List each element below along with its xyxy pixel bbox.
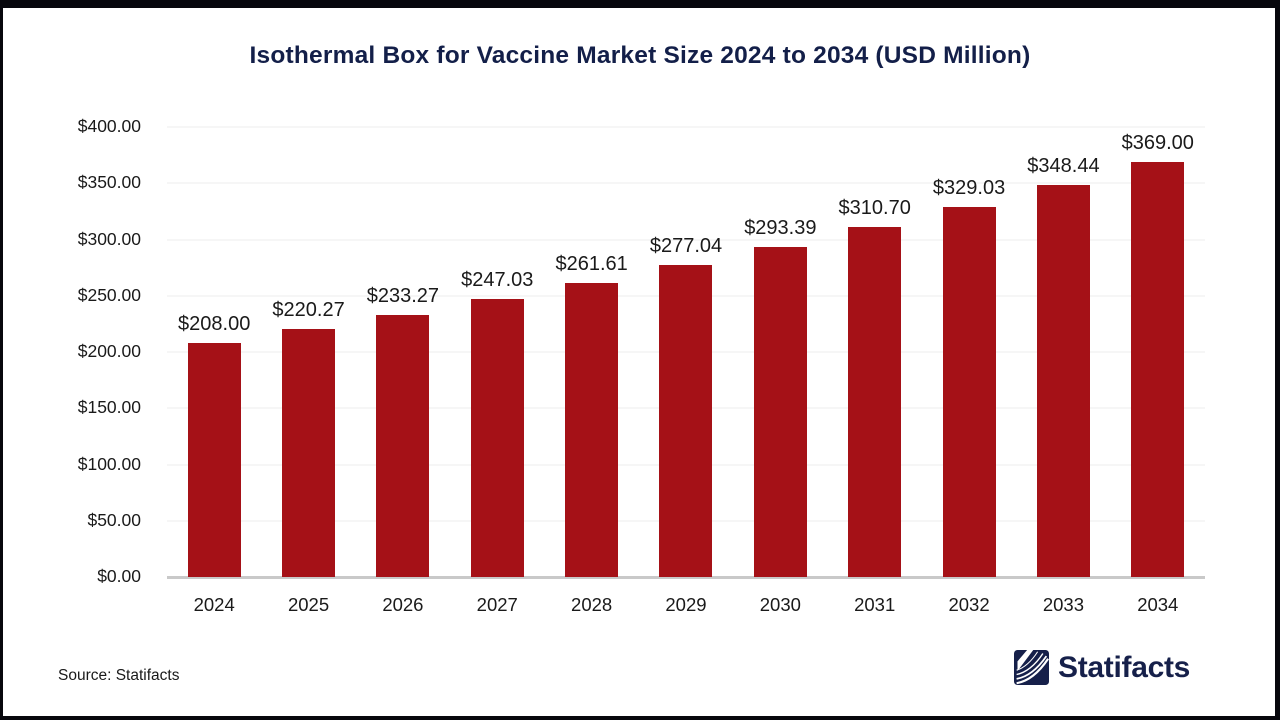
source-text: Source: Statifacts <box>58 667 180 684</box>
bar-slot-2030: $293.39 <box>733 127 827 577</box>
bar-value-label-2028: $261.61 <box>555 252 628 275</box>
bar-value-label-2032: $329.03 <box>932 176 1006 199</box>
bar-slot-2034: $369.00 <box>1111 127 1205 577</box>
x-tick-label-2027: 2027 <box>476 594 518 615</box>
x-tick-label-2025: 2025 <box>287 594 330 615</box>
y-tick-label: $400.00 <box>77 116 141 137</box>
bar-2028 <box>565 282 619 577</box>
bar-2029 <box>659 265 713 577</box>
bar-value-label-2029: $277.04 <box>649 235 723 258</box>
y-tick-label: $100.00 <box>77 453 141 474</box>
x-axis-labels: 2024 2025 2026 2027 2028 2029 2030 2031 2032 2033… <box>167 594 1205 616</box>
bar-2024 <box>187 343 241 577</box>
bar-value-label-2025: $220.27 <box>272 299 345 322</box>
bar-2027 <box>470 299 524 577</box>
bar-value-label-2031: $310.70 <box>838 197 911 220</box>
x-tick-label-2032: 2032 <box>948 594 990 615</box>
bar-2034 <box>1131 161 1185 577</box>
bar-slot-2026: $233.27 <box>356 127 450 577</box>
gridline <box>167 126 1205 128</box>
bar-value-label-2026: $233.27 <box>366 284 440 307</box>
x-axis-line <box>167 576 1205 579</box>
bar-slot-2025: $220.27 <box>261 127 355 577</box>
bar-slot-2033: $348.44 <box>1016 127 1110 577</box>
x-tick-label-2024: 2024 <box>193 594 235 615</box>
bar-slot-2029: $277.04 <box>639 127 733 577</box>
x-tick-label-2034: 2034 <box>1137 594 1179 615</box>
bar-slot-2027: $247.03 <box>450 127 544 577</box>
bars-layer: $208.00 $220.27 $233.27 $247.03 $261.61 $277.… <box>167 127 1205 577</box>
bar-2031 <box>848 227 902 577</box>
y-tick-label: $300.00 <box>77 228 141 249</box>
chart-title: Isothermal Box for Vaccine Market Size 2… <box>249 42 1031 69</box>
x-tick-label-2033: 2033 <box>1042 594 1084 615</box>
bar-value-label-2027: $247.03 <box>461 269 534 292</box>
bar-2030 <box>753 246 807 577</box>
bar-value-label-2030: $293.39 <box>744 216 817 239</box>
brand-name: Statifacts <box>1058 650 1191 684</box>
y-tick-label: $50.00 <box>87 509 141 530</box>
bar-slot-2028: $261.61 <box>544 127 638 577</box>
bar-2032 <box>942 206 996 577</box>
bar-slot-2031: $310.70 <box>828 127 922 577</box>
x-tick-label-2030: 2030 <box>759 594 801 615</box>
y-tick-label: $150.00 <box>77 397 141 418</box>
bar-2033 <box>1036 185 1090 577</box>
x-tick-label-2031: 2031 <box>854 594 896 615</box>
bar-2025 <box>282 329 336 577</box>
gridline <box>167 182 1205 184</box>
y-tick-label: $250.00 <box>77 284 141 305</box>
y-tick-label: $0.00 <box>97 566 141 587</box>
y-tick-label: $200.00 <box>77 341 141 362</box>
gridline <box>167 239 1205 240</box>
brand-logo: Statifacts <box>1014 650 1190 685</box>
x-tick-label-2029: 2029 <box>665 594 707 615</box>
bar-slot-2024: $208.00 <box>167 127 261 577</box>
bar-value-label-2024: $208.00 <box>178 313 251 335</box>
bar-value-label-2033: $348.44 <box>1027 155 1100 178</box>
bar-2026 <box>376 314 430 577</box>
y-tick-label: $350.00 <box>77 172 141 193</box>
statifacts-logo-icon <box>1014 650 1049 685</box>
bar-value-label-2034: $369.00 <box>1121 131 1194 154</box>
x-tick-label-2028: 2028 <box>571 594 613 615</box>
x-tick-label-2026: 2026 <box>382 594 424 615</box>
bar-slot-2032: $329.03 <box>922 127 1016 577</box>
plot-area: $400.00 $350.00 $300.00 $250.00 $200.00 $150.… <box>78 116 1205 615</box>
